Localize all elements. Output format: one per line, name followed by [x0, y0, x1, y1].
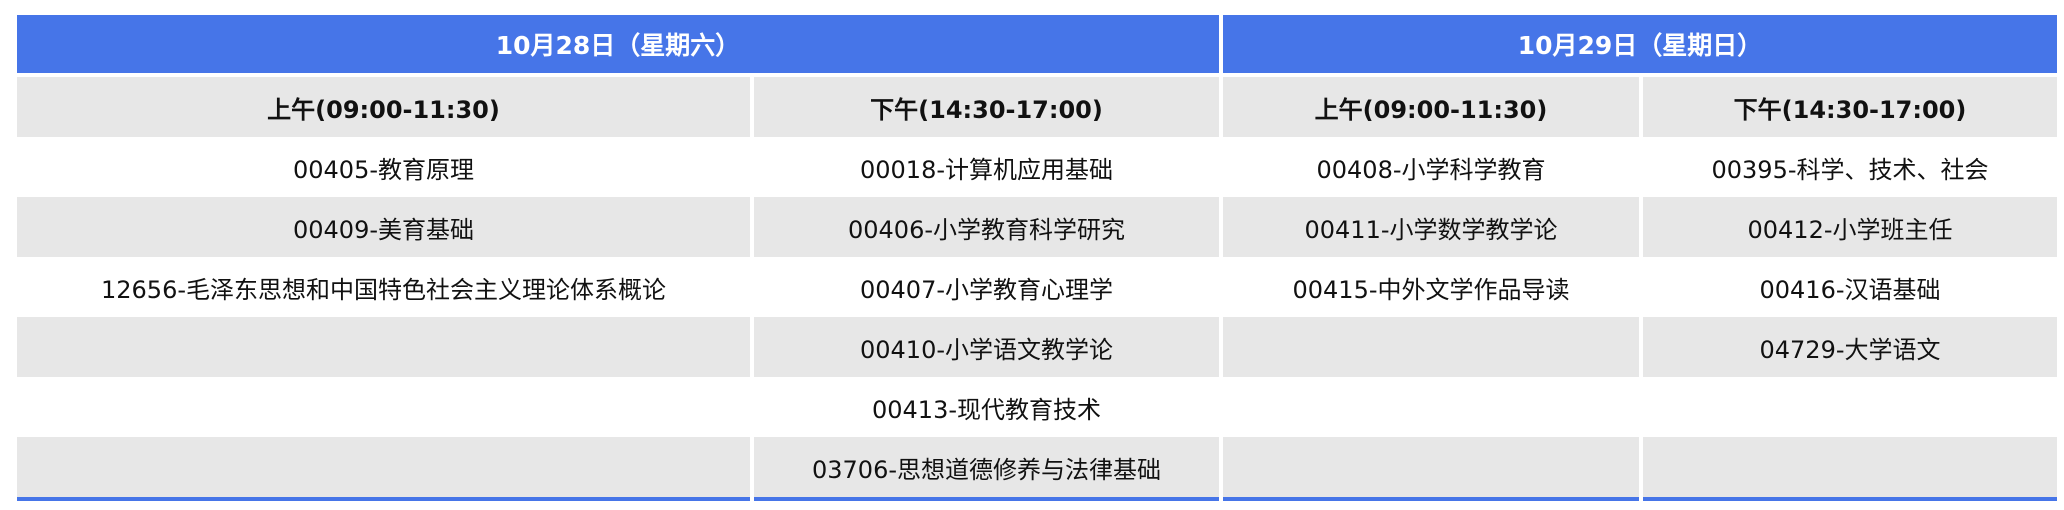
- table-cell: [17, 317, 750, 377]
- table-cell: 00409-美育基础: [17, 197, 750, 257]
- table-cell: 00018-计算机应用基础: [859, 155, 1113, 184]
- table-cell: [1223, 437, 1639, 501]
- table-cell: 00410-小学语文教学论: [754, 317, 1219, 377]
- table-cell: 04729-大学语文: [1643, 317, 2057, 377]
- table-row: 00413-现代教育技术: [17, 377, 2057, 437]
- table-row: 00409-美育基础 00406-小学教育科学研究 00411-小学数学教学论 …: [17, 197, 2057, 257]
- table-cell: [1223, 317, 1639, 377]
- table-cell: 00405-教育原理: [292, 155, 474, 184]
- day-header-oct29: 10月29日（星期日）: [1223, 15, 2057, 73]
- slot-header: 下午(14:30-17:00): [1643, 73, 2057, 137]
- table-cell: 00412-小学班主任: [1643, 197, 2057, 257]
- table-cell: 00395-科学、技术、社会: [1711, 155, 1989, 184]
- day-header-oct28: 10月28日（星期六）: [17, 15, 1219, 73]
- table-cell: [17, 437, 750, 501]
- table-cell: 12656-毛泽东思想和中国特色社会主义理论体系概论: [100, 275, 666, 304]
- table-cell: [1223, 377, 1639, 437]
- table-row: 00405-教育原理 00018-计算机应用基础 00408-小学科学教育 00…: [17, 137, 2057, 197]
- table-row: 00410-小学语文教学论 04729-大学语文: [17, 317, 2057, 377]
- table-cell: 03706-思想道德修养与法律基础: [754, 437, 1219, 501]
- table-cell: [1643, 437, 2057, 501]
- table-cell: [1643, 377, 2057, 437]
- table-cell: 00408-小学科学教育: [1316, 155, 1546, 184]
- table-cell: 00415-中外文学作品导读: [1292, 275, 1570, 304]
- slot-header: 下午(14:30-17:00): [754, 73, 1219, 137]
- day-header-row: 10月28日（星期六） 10月29日（星期日）: [17, 15, 2057, 73]
- slot-header: 上午(09:00-11:30): [1223, 73, 1639, 137]
- table-row: 03706-思想道德修养与法律基础: [17, 437, 2057, 501]
- table-cell: 00407-小学教育心理学: [859, 275, 1113, 304]
- table-cell: 00413-现代教育技术: [871, 395, 1101, 424]
- table-cell: 00416-汉语基础: [1759, 275, 1941, 304]
- table-cell: 00411-小学数学教学论: [1223, 197, 1639, 257]
- table-row: 12656-毛泽东思想和中国特色社会主义理论体系概论 00407-小学教育心理学…: [17, 257, 2057, 317]
- table-cell: 00406-小学教育科学研究: [754, 197, 1219, 257]
- slot-header-row: 上午(09:00-11:30) 下午(14:30-17:00) 上午(09:00…: [17, 73, 2057, 137]
- slot-header: 上午(09:00-11:30): [17, 73, 750, 137]
- table-cell: [17, 377, 750, 437]
- exam-schedule-table: 10月28日（星期六） 10月29日（星期日） 上午(09:00-11:30) …: [13, 15, 2061, 501]
